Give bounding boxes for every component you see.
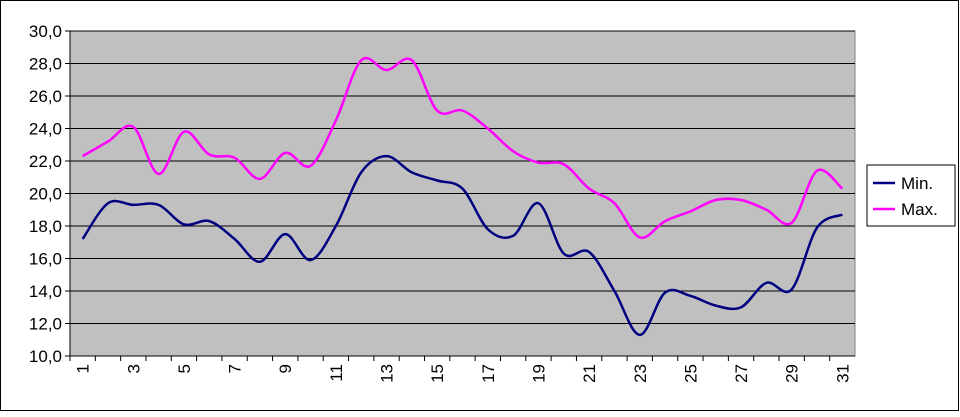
y-tick-label: 16,0 <box>29 250 62 269</box>
x-tick-label: 15 <box>428 364 447 383</box>
x-tick-label: 1 <box>74 364 93 373</box>
x-tick-label: 13 <box>378 364 397 383</box>
x-tick-label: 19 <box>529 364 548 383</box>
y-tick-label: 14,0 <box>29 282 62 301</box>
x-tick-label: 27 <box>732 364 751 383</box>
x-tick-label: 21 <box>580 364 599 383</box>
x-tick-label: 31 <box>833 364 852 383</box>
legend-box <box>866 164 956 227</box>
y-tick-label: 24,0 <box>29 120 62 139</box>
y-tick-label: 22,0 <box>29 152 62 171</box>
x-tick-label: 9 <box>276 364 295 373</box>
y-tick-label: 12,0 <box>29 315 62 334</box>
y-tick-label: 28,0 <box>29 55 62 74</box>
x-tick-label: 29 <box>783 364 802 383</box>
legend-label: Max. <box>901 200 938 219</box>
x-tick-label: 11 <box>327 364 346 382</box>
data-line <box>82 56 844 239</box>
y-tick-label: 18,0 <box>29 217 62 236</box>
x-tick-label: 3 <box>124 364 143 373</box>
x-tick-label: 25 <box>681 364 700 383</box>
y-tick-label: 20,0 <box>29 185 62 204</box>
x-tick-label: 7 <box>226 364 245 373</box>
y-tick-label: 10,0 <box>29 347 62 366</box>
legend-label: Min. <box>901 174 933 193</box>
x-tick-label: 5 <box>175 364 194 373</box>
data-line <box>81 154 843 337</box>
y-tick-label: 30,0 <box>29 22 62 41</box>
y-tick-label: 26,0 <box>29 87 62 106</box>
x-tick-label: 23 <box>631 364 650 383</box>
x-tick-label: 17 <box>479 364 498 383</box>
